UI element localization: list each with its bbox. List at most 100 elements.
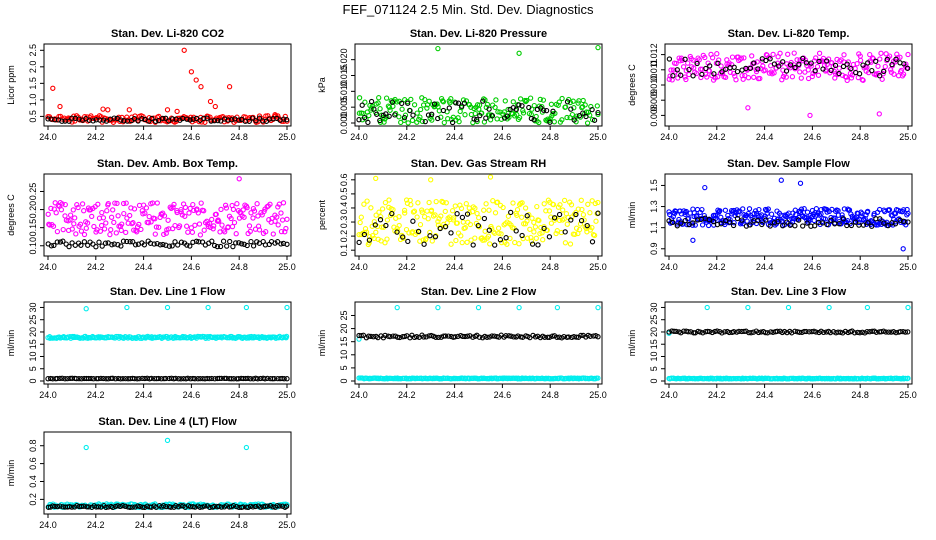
data-point xyxy=(127,212,133,219)
data-point xyxy=(540,237,546,243)
data-point xyxy=(184,223,190,229)
panel-title: Stan. Dev. Li-820 Temp. xyxy=(728,28,850,40)
data-point xyxy=(209,238,215,244)
data-point xyxy=(505,213,512,219)
x-tick-label: 24.6 xyxy=(183,132,201,142)
data-point xyxy=(815,72,822,78)
data-point xyxy=(682,211,688,217)
data-point xyxy=(66,503,73,510)
data-point xyxy=(547,119,553,125)
data-point xyxy=(99,209,105,216)
data-point xyxy=(865,208,871,215)
data-point xyxy=(70,207,76,213)
x-tick-label: 25.0 xyxy=(899,390,917,400)
x-tick-label: 24.4 xyxy=(135,132,153,142)
data-point xyxy=(230,243,236,250)
y-tick-label: 0.020 xyxy=(339,48,349,71)
data-point xyxy=(524,218,530,224)
data-point xyxy=(394,304,400,311)
data-point xyxy=(212,103,218,110)
data-point xyxy=(449,208,456,214)
y-tick-label: 0.5 xyxy=(28,110,38,123)
x-tick-label: 24.4 xyxy=(135,520,153,530)
data-point xyxy=(74,202,80,208)
y-tick-label: 0.9 xyxy=(649,243,659,256)
panel-title: Stan. Dev. Li-820 Pressure xyxy=(410,28,547,40)
data-point xyxy=(244,204,250,211)
data-point xyxy=(262,376,268,382)
data-point xyxy=(50,223,57,229)
data-point xyxy=(875,63,881,69)
data-point xyxy=(694,60,700,67)
data-point xyxy=(89,213,95,220)
data-point xyxy=(149,115,155,122)
data-point xyxy=(578,197,584,203)
data-point xyxy=(411,102,418,108)
data-point xyxy=(764,330,771,336)
data-point xyxy=(710,218,717,225)
data-point xyxy=(476,334,483,340)
x-tick-label: 25.0 xyxy=(589,262,607,272)
data-point xyxy=(129,504,135,510)
data-point xyxy=(508,333,514,339)
data-point xyxy=(410,218,416,224)
data-point xyxy=(52,503,58,510)
plot-frame xyxy=(43,173,292,257)
data-point xyxy=(864,304,871,311)
data-point xyxy=(146,213,152,220)
data-point xyxy=(753,68,760,75)
data-point xyxy=(583,113,589,120)
x-tick-label: 24.6 xyxy=(183,262,201,272)
data-point xyxy=(741,328,747,335)
data-point xyxy=(828,67,834,74)
data-point xyxy=(230,503,237,509)
data-point xyxy=(792,223,798,229)
data-point xyxy=(685,329,691,335)
x-tick-label: 24.8 xyxy=(851,262,869,272)
data-point xyxy=(776,63,782,69)
data-point xyxy=(523,98,529,105)
data-point xyxy=(247,503,254,509)
data-point xyxy=(852,219,859,225)
data-point xyxy=(674,67,680,73)
data-point xyxy=(501,222,507,228)
data-point xyxy=(535,242,541,248)
data-point xyxy=(163,375,169,382)
data-point xyxy=(264,375,271,382)
data-point xyxy=(582,102,588,108)
data-point xyxy=(246,118,252,124)
data-point xyxy=(682,217,688,224)
data-point xyxy=(100,106,106,112)
data-point xyxy=(95,504,102,510)
data-point xyxy=(550,108,556,114)
data-point xyxy=(382,199,389,206)
data-point xyxy=(356,110,363,116)
data-point xyxy=(549,333,555,339)
data-point xyxy=(118,227,124,234)
data-point xyxy=(190,201,196,208)
plot-frame xyxy=(354,173,603,257)
data-point xyxy=(774,328,780,334)
data-point xyxy=(263,229,269,235)
data-point xyxy=(524,97,530,104)
data-point xyxy=(836,221,842,227)
data-point xyxy=(881,220,887,226)
data-point xyxy=(368,205,374,211)
data-point xyxy=(546,234,553,240)
x-tick-label: 24.4 xyxy=(446,390,464,400)
data-point xyxy=(110,207,116,213)
data-point xyxy=(435,115,441,122)
data-point xyxy=(421,241,427,247)
data-point xyxy=(101,226,108,232)
data-point xyxy=(796,329,803,335)
x-tick-label: 24.6 xyxy=(183,390,201,400)
data-point xyxy=(827,329,833,336)
data-points xyxy=(666,50,911,119)
data-point xyxy=(524,235,531,241)
data-point xyxy=(425,216,431,222)
data-point xyxy=(562,104,569,110)
data-point xyxy=(587,333,593,339)
x-tick-label: 25.0 xyxy=(278,262,296,272)
data-point xyxy=(78,242,84,248)
panel-8: Stan. Dev. Line 2 Flow ml/min 24.0 24.2 24.4… xyxy=(317,286,607,400)
